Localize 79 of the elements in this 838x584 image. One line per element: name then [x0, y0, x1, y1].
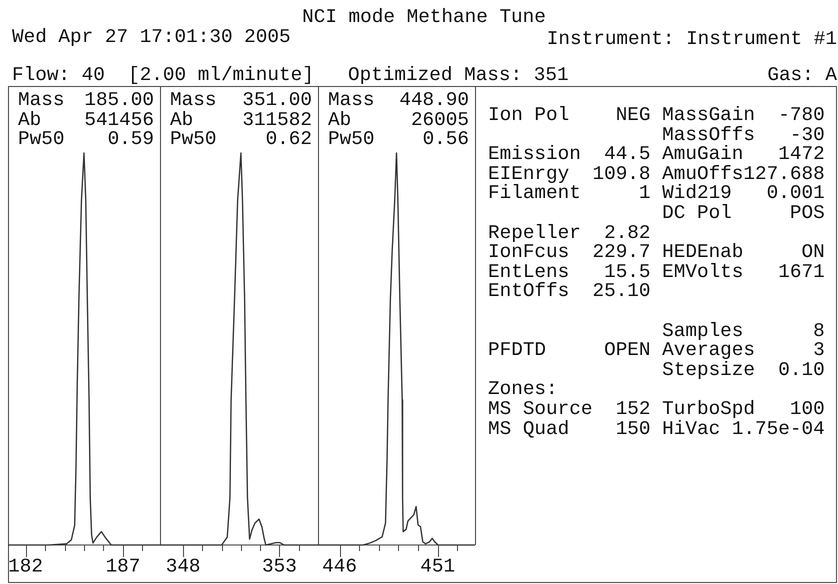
text: NCI mode Methane Tune [302, 6, 546, 28]
text: Instrument: Instrument #1 [546, 28, 837, 50]
text: Mass [328, 89, 374, 111]
text: 0.62 [266, 128, 312, 150]
text: Pw50 [170, 128, 216, 150]
text: 2.82 [604, 222, 651, 244]
text: EMVolts [662, 260, 744, 283]
text: Flow: 40 [2.00 ml/minute] [12, 64, 314, 86]
text: Stepsize [662, 358, 756, 381]
text: Mass [18, 89, 64, 111]
text: Averages [662, 339, 756, 362]
text: 44.5 [604, 143, 651, 166]
text: MassOffs [662, 124, 756, 146]
text: 8 [813, 320, 825, 342]
text: 0.59 [108, 128, 154, 150]
text: PFDTD [488, 339, 546, 362]
text: 229.7 [592, 241, 651, 264]
text: 1.75e-04 [732, 418, 825, 440]
text: 3 [813, 339, 825, 362]
x-tick-label: 182 [8, 556, 43, 578]
text: 0.10 [778, 358, 825, 381]
text: OPEN [604, 339, 651, 362]
text: Wed Apr 27 17:01:30 2005 [12, 26, 291, 48]
text: 0.001 [766, 182, 825, 204]
text: 1 [638, 182, 651, 204]
text: MS Quad [488, 418, 570, 440]
text: AmuGain [662, 143, 744, 166]
text: 109.8 [592, 162, 651, 185]
text: Pw50 [328, 128, 374, 150]
text: EntOffs [488, 280, 570, 302]
text: 150 [616, 418, 651, 440]
text: Mass [170, 89, 216, 111]
text: NEG [616, 104, 651, 126]
text: Filament [488, 182, 581, 204]
text: 152 [616, 398, 651, 420]
text: 351.00 [242, 89, 312, 111]
text: Wid219 [662, 182, 732, 204]
text: -30 [790, 124, 825, 146]
text: 127.688 [743, 162, 825, 185]
text: ON [801, 241, 825, 264]
x-tick-label: 446 [322, 556, 357, 578]
x-tick-label: 451 [420, 556, 456, 578]
text: AmuOffs [662, 162, 744, 185]
text: 0.56 [422, 128, 469, 150]
x-tick-label: 348 [166, 556, 201, 578]
text: -780 [778, 104, 825, 126]
text: Ion Pol [488, 104, 570, 126]
text: Zones: [488, 378, 558, 400]
text: Optimized Mass: 351 [348, 64, 569, 86]
text: EntLens [488, 260, 570, 283]
text: 311582 [242, 108, 312, 130]
text: 448.90 [399, 89, 469, 111]
x-tick-label: 353 [262, 556, 297, 578]
text: MS Source [488, 398, 592, 420]
text: 15.5 [604, 260, 651, 283]
text: HiVac [662, 418, 720, 440]
text: 25.10 [592, 280, 651, 302]
text: 185.00 [84, 89, 154, 111]
text: 100 [790, 398, 825, 420]
text: POS [790, 202, 825, 224]
text: Emission [488, 143, 581, 166]
text: 541456 [84, 108, 154, 130]
text: Gas: A [767, 64, 837, 86]
text: 26005 [410, 108, 469, 130]
text: TurboSpd [662, 398, 756, 420]
text: HEDEnab [662, 241, 744, 264]
text: Ab [170, 108, 194, 130]
text: 1472 [778, 143, 825, 166]
text: IonFcus [488, 241, 570, 264]
x-tick-label: 187 [106, 556, 140, 578]
text: EIEnrgy [488, 162, 570, 185]
text: 1671 [778, 260, 825, 283]
text: DC Pol [662, 202, 732, 224]
text: Ab [328, 108, 352, 130]
text: Ab [18, 108, 42, 130]
text: MassGain [662, 104, 756, 126]
text: Samples [662, 320, 744, 342]
text: Pw50 [18, 128, 64, 150]
text: Repeller [488, 222, 581, 244]
